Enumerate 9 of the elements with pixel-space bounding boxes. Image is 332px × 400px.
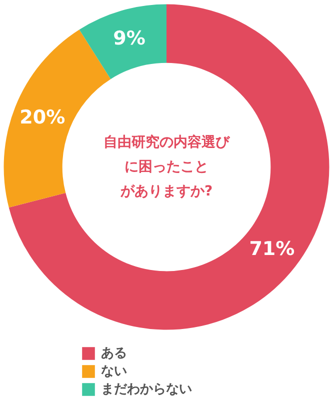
text: 自由研究の内容選び bbox=[104, 134, 230, 151]
data-label: 9% bbox=[113, 27, 146, 50]
data-label: 20% bbox=[20, 106, 66, 129]
text: がありますか? bbox=[120, 184, 213, 200]
legend-label: ある bbox=[101, 345, 127, 362]
legend-label: まだわからない bbox=[101, 381, 192, 398]
text: に困ったこと bbox=[124, 159, 208, 176]
legend-label: ない bbox=[101, 363, 127, 380]
data-label: 71% bbox=[249, 238, 295, 260]
